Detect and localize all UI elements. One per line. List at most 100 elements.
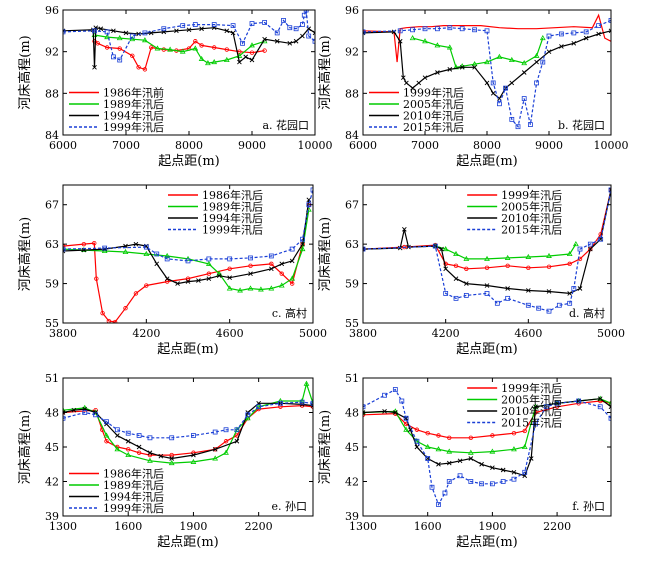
- data-point: [446, 448, 453, 454]
- data-point: [567, 291, 572, 296]
- series-line-2: [363, 398, 611, 454]
- data-point: [142, 67, 148, 72]
- panel-label: a. 花园口: [262, 119, 309, 132]
- data-point: [63, 407, 66, 413]
- data-point: [505, 263, 510, 269]
- data-point: [244, 415, 251, 421]
- data-point: [130, 53, 135, 59]
- chart-panel-b: 6000 7000 8000 9000 10000 84 88 92 96 起点距(m) 河床高程(…: [317, 4, 629, 169]
- data-point: [279, 261, 285, 267]
- x-tick-label: 2200: [543, 520, 571, 533]
- data-point: [179, 48, 186, 54]
- data-point: [206, 271, 212, 276]
- data-point: [63, 410, 66, 415]
- data-point: [403, 426, 410, 432]
- data-point: [500, 467, 506, 473]
- data-point: [468, 479, 474, 484]
- data-point: [534, 59, 539, 65]
- data-point: [511, 476, 517, 482]
- data-point: [447, 67, 453, 72]
- data-point: [484, 291, 490, 296]
- x-tick-label: 6000: [349, 139, 377, 152]
- data-point: [490, 433, 495, 438]
- data-point: [192, 45, 199, 51]
- data-point: [248, 255, 253, 261]
- data-point: [169, 435, 175, 441]
- series-line-4: [363, 19, 611, 129]
- data-point: [258, 286, 264, 292]
- x-tick-label: 2200: [245, 520, 273, 533]
- data-point: [300, 241, 305, 247]
- data-point: [136, 450, 142, 455]
- data-point: [434, 26, 440, 32]
- data-point: [185, 258, 191, 264]
- data-point: [164, 279, 170, 284]
- data-point: [496, 101, 502, 107]
- x-tick-label: 1600: [414, 520, 442, 533]
- data-point: [571, 30, 577, 36]
- data-point: [422, 75, 428, 81]
- data-point: [223, 427, 229, 433]
- data-point: [169, 456, 175, 461]
- x-tick-label: 4600: [216, 327, 244, 340]
- data-point: [192, 22, 198, 27]
- data-point: [397, 38, 403, 44]
- data-point: [248, 263, 253, 269]
- data-point: [528, 122, 533, 127]
- data-point: [528, 456, 534, 461]
- chart-panel-e: 1300 1600 1900 2200 39 42 45 48 51 起点距(m) 河床高程(m) e…: [17, 372, 314, 550]
- legend-label: 1994年汛后: [202, 211, 263, 225]
- data-point: [414, 444, 420, 450]
- data-point: [436, 461, 441, 467]
- legend-label: 1999年汛后: [501, 381, 562, 395]
- data-point: [116, 35, 123, 41]
- legend-label: 1986年汛后: [202, 188, 263, 202]
- data-point: [158, 453, 164, 459]
- data-point: [463, 255, 470, 261]
- data-point: [571, 41, 577, 46]
- data-point: [453, 276, 459, 281]
- y-tick-label: 45: [45, 441, 59, 454]
- data-point: [247, 285, 254, 291]
- y-tick-label: 59: [345, 278, 359, 291]
- data-point: [521, 70, 527, 75]
- data-point: [117, 46, 122, 51]
- data-point: [63, 415, 66, 421]
- data-point: [289, 246, 295, 252]
- data-point: [539, 35, 546, 41]
- data-point: [363, 410, 366, 415]
- y-axis-label: 河床高程(m): [317, 35, 333, 109]
- data-point: [467, 449, 474, 455]
- data-point: [468, 456, 474, 461]
- data-point: [484, 58, 490, 65]
- series-line-4: [363, 189, 611, 312]
- y-tick-label: 51: [345, 372, 359, 385]
- x-axis-label: 起点距(m): [158, 154, 219, 169]
- series-line-2: [412, 37, 544, 68]
- series-line-2: [435, 243, 577, 260]
- data-point: [268, 253, 274, 259]
- data-point: [142, 30, 148, 36]
- data-point: [583, 35, 589, 41]
- data-point: [193, 39, 198, 44]
- data-point: [429, 484, 435, 490]
- plot-frame: [362, 184, 612, 324]
- data-point: [299, 22, 305, 27]
- data-point: [608, 401, 611, 406]
- data-point: [226, 285, 233, 291]
- data-point: [117, 57, 123, 63]
- data-point: [546, 252, 552, 258]
- data-point: [546, 289, 552, 294]
- data-point: [136, 433, 142, 438]
- data-point: [104, 45, 110, 50]
- y-axis-label: 河床高程(m): [17, 35, 33, 109]
- data-point: [608, 28, 611, 34]
- y-tick-label: 59: [45, 278, 59, 291]
- data-point: [154, 45, 161, 51]
- data-point: [484, 80, 490, 86]
- data-point: [508, 56, 515, 62]
- legend-label: 2015年汛后: [501, 223, 562, 237]
- data-point: [526, 288, 531, 293]
